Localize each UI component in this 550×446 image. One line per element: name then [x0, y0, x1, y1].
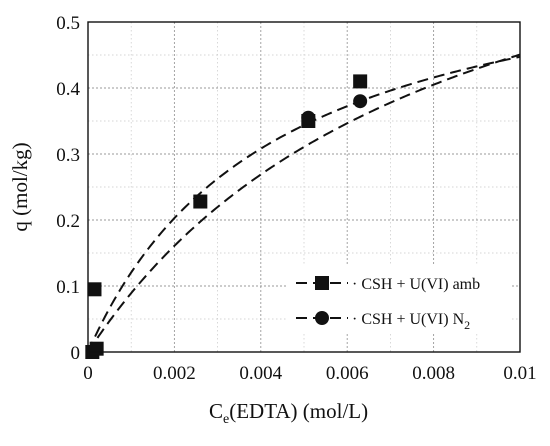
fit-curves [87, 53, 521, 353]
data-point-square [89, 341, 104, 356]
legend-label-n2-subscript: 2 [464, 318, 470, 332]
x-axis-label-subscript: e [223, 412, 229, 427]
y-tick-label: 0 [71, 343, 81, 364]
x-axis-label-main: C [209, 399, 223, 423]
legend-marker-square [315, 276, 329, 290]
data-point-square [353, 74, 368, 89]
y-tick-label: 0.3 [56, 145, 80, 166]
x-tick-label: 0.004 [239, 363, 282, 384]
y-tick-label: 0.1 [56, 277, 80, 298]
data-point-square [87, 282, 102, 297]
legend-label-n2: · CSH + U(VI) N2 [352, 311, 470, 332]
y-tick-label: 0.2 [56, 211, 80, 232]
fit-curve-amb [87, 53, 521, 353]
fit-curve-n2 [87, 55, 521, 353]
legend: · CSH + U(VI) amb · CSH + U(VI) N2 [288, 266, 510, 332]
y-tick-label: 0.4 [56, 79, 80, 100]
y-tick-label: 0.5 [56, 13, 80, 34]
data-point-square [193, 194, 208, 209]
legend-label-amb: · CSH + U(VI) amb [352, 276, 480, 293]
x-tick-label: 0 [83, 363, 93, 384]
x-tick-label: 0.008 [412, 363, 455, 384]
y-axis-label: q (mol/kg) [8, 142, 32, 231]
legend-marker-circle [315, 311, 329, 325]
legend-label-n2-main: · CSH + U(VI) N [352, 311, 465, 328]
x-tick-label: 0.01 [503, 363, 536, 384]
data-point-circle [353, 94, 368, 109]
x-tick-label: 0.002 [153, 363, 196, 384]
x-tick-label: 0.006 [326, 363, 369, 384]
x-axis-label-rest: (EDTA) (mol/L) [229, 399, 368, 423]
data-point-circle [301, 110, 316, 125]
x-axis-label: Ce(EDTA) (mol/L) [209, 399, 368, 427]
tick-labels: 0 0.002 0.004 0.006 0.008 0.01 0 0.1 0.2 0.3 0.4 0.… [56, 13, 536, 384]
plot-frame [87, 21, 521, 353]
